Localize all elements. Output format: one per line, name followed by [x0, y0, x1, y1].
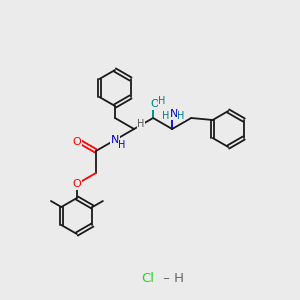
Text: H: H [163, 111, 170, 121]
Text: H: H [158, 96, 166, 106]
Text: O: O [72, 137, 81, 147]
Text: H: H [178, 111, 185, 121]
Text: – H: – H [159, 272, 184, 284]
Text: H: H [118, 140, 126, 150]
Text: O: O [151, 99, 160, 109]
Text: O: O [73, 179, 81, 189]
Text: N: N [170, 109, 178, 119]
Text: Cl: Cl [142, 272, 154, 284]
Text: N: N [111, 135, 119, 145]
Text: H: H [137, 119, 145, 129]
